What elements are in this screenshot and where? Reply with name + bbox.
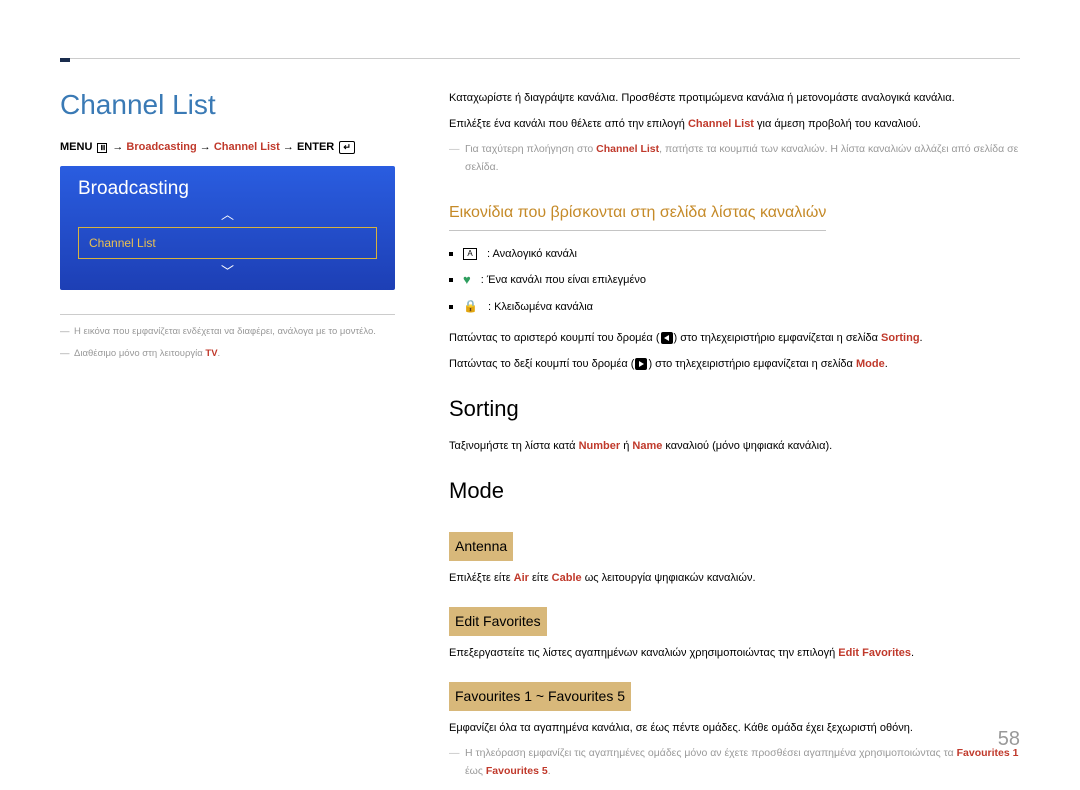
nav-broadcasting: Broadcasting: [126, 141, 196, 153]
mode-heading: Mode: [449, 473, 1020, 509]
ui-selected-item: Channel List: [78, 227, 377, 259]
menu-icon: Ⅲ: [97, 143, 107, 153]
nav-menu: MENU: [60, 141, 92, 153]
page-number: 58: [998, 728, 1020, 751]
fn2-text: Διαθέσιμο μόνο στη λειτουργία: [74, 348, 205, 359]
footnote-2: Διαθέσιμο μόνο στη λειτουργία TV.: [60, 347, 395, 361]
icons-heading: Εικονίδια που βρίσκονται στη σελίδα λίστ…: [449, 200, 826, 231]
lock-icon: 🔒: [463, 297, 478, 317]
fn2-hl: TV: [205, 348, 217, 359]
chevron-up-icon: ︿: [78, 208, 377, 221]
page-title: Channel List: [60, 89, 395, 121]
nh1b: ) στο τηλεχειριστήριο εμφανίζεται η σελί…: [674, 332, 882, 344]
menu-path: MENU Ⅲ → Broadcasting → Channel List → E…: [60, 141, 395, 154]
editfav-p: Επεξεργαστείτε τις λίστες αγαπημένων καν…: [449, 644, 1020, 662]
footnote-1: Η εικόνα που εμφανίζεται ενδέχεται να δι…: [60, 325, 395, 339]
nh2a: Πατώντας το δεξί κουμπί του δρομέα (: [449, 358, 634, 370]
f15-na: Η τηλεόραση εμφανίζει τις αγαπημένες ομά…: [465, 747, 957, 759]
intro-p1: Καταχωρίστε ή διαγράψτε κανάλια. Προσθέσ…: [449, 89, 1020, 107]
i1-desc: : Αναλογικό κανάλι: [487, 245, 577, 263]
list-item: 🔒 : Κλειδωμένα κανάλια: [449, 297, 1020, 317]
i2-desc: : Ένα κανάλι που είναι επιλεγμένο: [481, 271, 646, 289]
nh1hl: Sorting: [881, 332, 920, 344]
bullet-icon: [449, 305, 453, 309]
note-hl: Channel List: [596, 143, 659, 155]
intro-p2: Επιλέξτε ένα κανάλι που θέλετε από την ε…: [449, 115, 1020, 133]
sorting-p: Ταξινομήστε τη λίστα κατά Number ή Name …: [449, 437, 1020, 455]
sorting-heading: Sorting: [449, 391, 1020, 427]
sep: →: [283, 141, 297, 153]
ant-hl2: Cable: [552, 572, 582, 584]
sp-hl1: Number: [579, 440, 621, 452]
right-column: Καταχωρίστε ή διαγράψτε κανάλια. Προσθέσ…: [449, 89, 1020, 790]
list-item: ♥ : Ένα κανάλι που είναι επιλεγμένο: [449, 269, 1020, 290]
ant-hl1: Air: [514, 572, 529, 584]
nh2b: ) στο τηλεχειριστήριο εμφανίζεται η σελί…: [648, 358, 856, 370]
sep: →: [200, 141, 214, 153]
nh1a: Πατώντας το αριστερό κουμπί του δρομέα (: [449, 332, 660, 344]
sep: →: [112, 141, 126, 153]
ui-preview-title: Broadcasting: [78, 178, 377, 200]
navhelp-p2: Πατώντας το δεξί κουμπί του δρομέα ( ) στ…: [449, 355, 1020, 373]
arrow-left-icon: [661, 332, 673, 344]
antenna-title: Antenna: [449, 532, 513, 561]
sp-b: καναλιού (μόνο ψηφιακά κανάλια).: [662, 440, 832, 452]
note-a: Για ταχύτερη πλοήγηση στο: [465, 143, 596, 155]
sp-a: Ταξινομήστε τη λίστα κατά: [449, 440, 579, 452]
footnote-rule: [60, 314, 395, 315]
analog-icon: A: [463, 248, 477, 260]
ef-a: Επεξεργαστείτε τις λίστες αγαπημένων καν…: [449, 647, 838, 659]
navhelp-p1: Πατώντας το αριστερό κουμπί του δρομέα (…: [449, 329, 1020, 347]
left-column: Channel List MENU Ⅲ → Broadcasting → Cha…: [60, 89, 395, 790]
i3-desc: : Κλειδωμένα κανάλια: [488, 298, 593, 316]
list-item: A : Αναλογικό κανάλι: [449, 245, 1020, 263]
f15-hl2: Favourites 5: [486, 765, 548, 777]
editfav-title: Edit Favorites: [449, 607, 547, 636]
heart-icon: ♥: [463, 269, 471, 290]
nav-channel-list: Channel List: [214, 141, 280, 153]
fav15-p: Εμφανίζει όλα τα αγαπημένα κανάλια, σε έ…: [449, 719, 1020, 737]
nav-enter: ENTER: [297, 141, 334, 153]
p2hl: Channel List: [688, 118, 754, 130]
enter-icon: ↵: [339, 141, 355, 154]
corner-mark: [60, 58, 70, 62]
fav15-title: Favourites 1 ~ Favourites 5: [449, 682, 631, 711]
f15-mid: έως: [465, 765, 486, 777]
arrow-right-icon: [635, 358, 647, 370]
ant-b: ως λειτουργία ψηφιακών καναλιών.: [582, 572, 756, 584]
ant-a: Επιλέξτε είτε: [449, 572, 514, 584]
icons-list: A : Αναλογικό κανάλι ♥ : Ένα κανάλι που …: [449, 245, 1020, 316]
bullet-icon: [449, 252, 453, 256]
p2a: Επιλέξτε ένα κανάλι που θέλετε από την ε…: [449, 118, 688, 130]
bullet-icon: [449, 278, 453, 282]
sp-hl2: Name: [632, 440, 662, 452]
ui-preview: Broadcasting ︿ Channel List ﹀: [60, 166, 395, 290]
ant-mid: είτε: [529, 572, 552, 584]
intro-note: Για ταχύτερη πλοήγηση στο Channel List, …: [449, 141, 1020, 176]
sp-mid: ή: [620, 440, 632, 452]
chevron-down-icon: ﹀: [78, 265, 377, 278]
nh2hl: Mode: [856, 358, 885, 370]
page-container: Channel List MENU Ⅲ → Broadcasting → Cha…: [60, 89, 1020, 790]
antenna-p: Επιλέξτε είτε Air είτε Cable ως λειτουργ…: [449, 569, 1020, 587]
ef-hl: Edit Favorites: [838, 647, 911, 659]
p2b: για άμεση προβολή του καναλιού.: [754, 118, 921, 130]
top-rule: [70, 58, 1020, 59]
